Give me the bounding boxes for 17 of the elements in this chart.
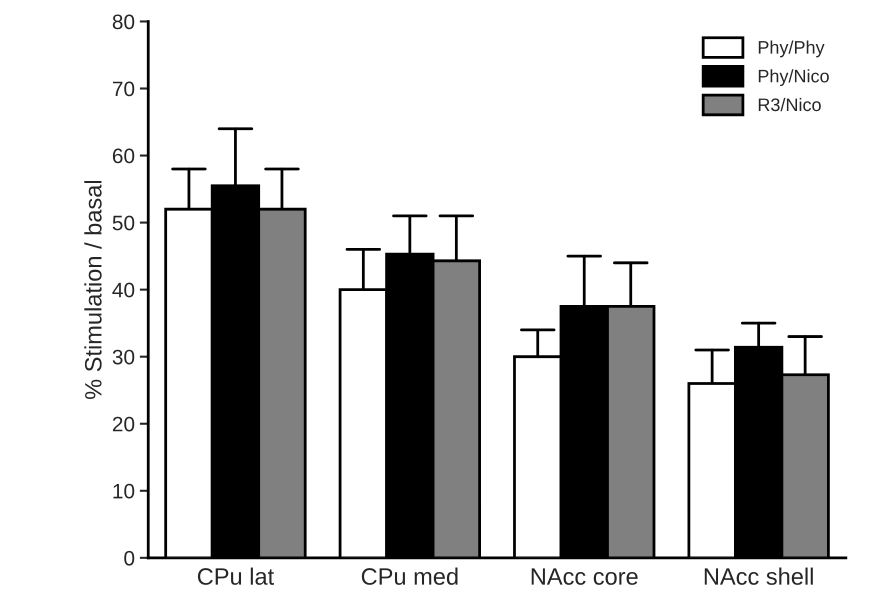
x-tick-label: NAcc core [532,568,638,585]
y-tick-label: 80 [112,14,134,30]
y-tick-label: 10 [113,484,134,499]
y-tick-label: 50 [112,216,134,230]
y-tick-label: 0 [124,550,134,566]
legend-label: Phy/Nico [758,69,829,86]
y-tick-label: 40 [112,282,134,298]
x-tick-label: NAcc shell [704,568,813,585]
y-tick-label: 30 [112,350,134,364]
y-axis-title: % Stimulation / basal [84,180,102,400]
legend-label: Phy/Phy [758,40,825,58]
x-tick-label: CPu med [362,568,458,585]
legend-label: R3/Nico [758,98,821,112]
y-tick-label: 20 [112,416,134,432]
y-tick-label: 60 [112,148,134,164]
x-tick-label: CPu lat [198,568,274,585]
y-tick-label: 70 [112,82,134,96]
